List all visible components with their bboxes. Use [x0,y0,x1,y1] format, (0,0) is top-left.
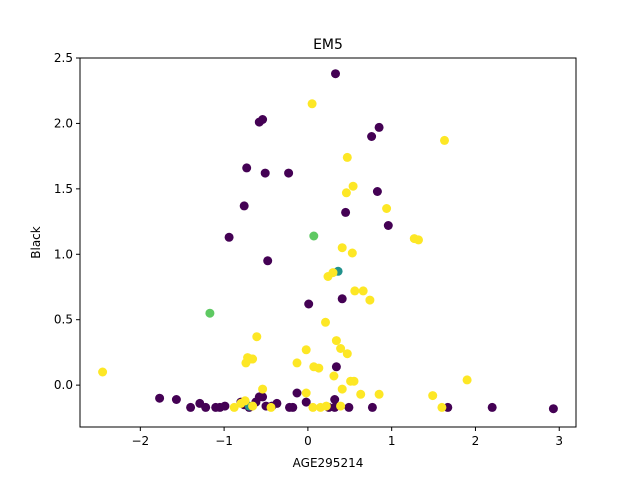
data-point [382,204,392,213]
data-point [309,231,319,241]
data-point [337,384,347,394]
data-point [98,367,108,377]
data-point [252,332,262,342]
data-point [308,402,318,412]
data-point [348,181,358,191]
data-point [440,135,449,145]
data-point [383,221,393,230]
y-axis-label: Black [29,226,43,259]
x-tick-label: 1 [388,434,396,448]
y-axis: 0.0 0.5 1.0 1.5 2.0 2.5 [54,51,80,392]
data-point [330,395,340,404]
data-point [321,401,331,411]
data-point [301,345,311,355]
y-tick-label: 2.0 [54,116,73,130]
data-point [171,395,181,404]
x-tick-label: −1 [215,434,233,448]
data-point [314,363,324,373]
x-axis-label: AGE295214 [293,456,364,470]
data-point [367,132,377,141]
data-point [374,389,384,399]
data-point [372,187,382,196]
data-point [321,317,330,327]
y-tick-label: 0.5 [54,313,73,327]
data-point [239,201,249,211]
data-point [548,404,558,414]
data-point [205,308,215,318]
data-point [487,402,497,412]
data-point [186,402,196,412]
data-point [336,344,346,353]
data-point [341,207,351,217]
data-point [331,336,341,346]
x-tick-label: 2 [472,434,480,448]
y-tick-label: 1.0 [54,247,73,261]
data-point [342,152,352,162]
data-point [266,402,276,412]
data-point [328,268,338,278]
data-point [347,248,357,258]
plot-frame [79,57,577,428]
plot-area [80,58,576,427]
data-point [263,256,273,266]
data-point [358,286,368,296]
y-tick-label: 2.5 [54,51,73,65]
data-point [428,391,438,401]
y-tick-label: 1.5 [54,182,73,196]
data-point [342,349,352,359]
x-tick-label: −2 [131,434,149,448]
data-point [155,393,165,403]
data-point [437,402,447,412]
data-point [331,362,341,372]
y-tick-label: 0.0 [54,378,73,392]
data-point [220,401,230,411]
data-point [258,115,268,124]
data-point [224,232,234,242]
data-point [356,389,366,399]
data-point [236,398,246,408]
data-point [336,401,346,411]
data-point [337,294,347,304]
data-point [301,397,311,407]
data-point [258,384,268,394]
data-point [349,376,359,386]
data-point [288,402,298,412]
data-point [229,402,239,412]
data-point [365,295,375,305]
data-point [292,358,302,368]
data-point [242,163,252,173]
x-axis: −2 −1 0 1 2 3 [131,427,563,448]
data-point [284,168,294,178]
data-point [350,286,360,296]
data-point [329,371,339,381]
data-point [258,392,268,402]
x-tick-label: 3 [555,434,563,448]
data-point [248,401,258,411]
data-point [301,388,311,398]
data-point [414,235,423,245]
chart-title: EM5 [313,37,343,53]
data-point [260,168,270,178]
data-point [307,99,317,109]
data-point [304,299,314,309]
data-points [98,69,558,414]
data-point [367,402,377,412]
data-point [344,402,354,412]
data-point [248,354,258,364]
x-tick-label: 0 [304,434,312,448]
data-point [374,122,384,132]
data-point [331,69,340,79]
data-point [341,188,351,198]
data-point [337,243,347,253]
data-point [241,358,251,368]
data-point [201,402,211,412]
data-point [292,388,302,398]
data-point [462,375,472,385]
